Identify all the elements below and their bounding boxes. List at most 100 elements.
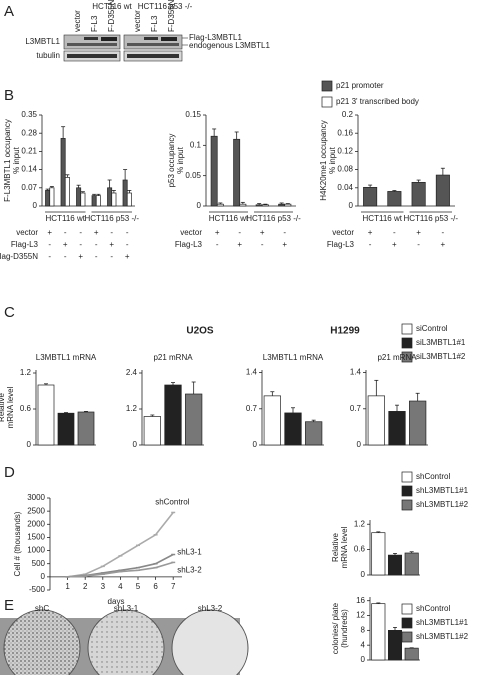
bar [278, 203, 286, 207]
y-tick-label: 0.6 [354, 545, 366, 554]
legend-label: shControl [416, 604, 450, 613]
y-axis-label: % input [176, 146, 185, 173]
y-tick-label: 0 [357, 440, 362, 449]
legend-swatch [401, 351, 413, 363]
legend-label: p21 promoter [336, 81, 384, 90]
group-label: HCT116 p53 -/- [403, 214, 458, 223]
condition-sign: - [261, 240, 264, 249]
y-tick-label: 0.7 [246, 404, 258, 413]
y-axis-label: Cell # (thousands) [13, 511, 22, 576]
y-axis-label: colonies/ plate [331, 602, 340, 654]
y-tick-label: 0 [33, 201, 38, 210]
y-tick-label: 0.28 [21, 128, 37, 137]
condition-sign: + [368, 228, 373, 237]
condition-label: Flag-L3 [327, 240, 355, 249]
condition-sign: + [215, 228, 220, 237]
bar [210, 135, 218, 207]
condition-sign: - [48, 252, 51, 261]
condition-sign: + [260, 228, 265, 237]
bar [388, 411, 406, 446]
x-tick-label: 7 [171, 582, 176, 591]
bar [126, 192, 132, 207]
series-label: shL3-2 [177, 566, 202, 575]
chart-title: p21 mRNA [153, 353, 193, 362]
legend-label: siL3MBTL1#1 [416, 338, 466, 347]
condition-sign: - [283, 228, 286, 237]
y-tick-label: 1.2 [20, 368, 32, 377]
y-tick-label: 0.6 [20, 404, 32, 413]
cell-line: HCT116 p53 -/- [138, 2, 193, 11]
lane-label: vector [133, 10, 142, 32]
panel-label: B [4, 87, 14, 104]
group-label: HCT116 wt [209, 214, 249, 223]
bar [91, 195, 97, 207]
bar [164, 384, 182, 446]
legend-swatch [401, 631, 413, 643]
bar [284, 203, 292, 207]
y-axis-label: Relative [331, 533, 340, 562]
line [67, 561, 174, 578]
x-tick-label: 1 [65, 582, 70, 591]
bar [64, 177, 70, 207]
x-tick-label: 4 [118, 582, 123, 591]
bar [409, 400, 427, 446]
bar [387, 554, 403, 576]
lane-label: F-L3 [150, 15, 159, 32]
condition-label: Flag-L3 [175, 240, 203, 249]
group-label: HCT116 p53 -/- [246, 214, 301, 223]
condition-sign: - [442, 228, 445, 237]
condition-sign: + [47, 228, 52, 237]
x-axis-label: days [108, 597, 125, 606]
bar [233, 138, 241, 207]
heading: U2OS [186, 326, 214, 337]
chart-title: p21 mRNA [377, 353, 417, 362]
y-tick-label: 1.2 [354, 519, 366, 528]
y-tick-label: 1.4 [246, 368, 258, 377]
plate-label: shL3-1 [114, 604, 139, 613]
legend-swatch [401, 603, 413, 615]
panel-label: A [4, 3, 14, 20]
legend-swatch [321, 80, 333, 92]
legend-label: shL3MBTL1#1 [416, 618, 469, 627]
condition-sign: + [109, 240, 114, 249]
plate-label: shC [35, 604, 49, 613]
bar [239, 203, 247, 207]
bar [122, 179, 128, 207]
lane-labels: vector F-L3 F-D355N vector F-L3 F-D355N [73, 0, 176, 32]
condition-sign: - [95, 240, 98, 249]
bar [263, 395, 281, 446]
lane-label: vector [73, 10, 82, 32]
cell-line: HCT116 wt [92, 2, 132, 11]
condition-sign: - [48, 240, 51, 249]
bar [371, 603, 386, 661]
y-tick-label: 2000 [27, 519, 45, 528]
chart-title: L3MBTL1 mRNA [263, 353, 324, 362]
y-tick-label: 0 [197, 201, 202, 210]
panel-label: E [4, 597, 14, 614]
legend-label: shL3MBTL1#2 [416, 632, 469, 641]
condition-sign: - [417, 240, 420, 249]
y-tick-label: 16 [356, 596, 365, 605]
condition-sign: - [79, 240, 82, 249]
series-label: shL3-1 [177, 548, 202, 557]
y-axis-label: (hundreds) [340, 609, 349, 648]
condition-sign: + [416, 228, 421, 237]
y-tick-label: 0 [41, 572, 46, 581]
condition-label: Flag-D355N [0, 252, 38, 261]
y-axis-label: Relative [0, 393, 6, 422]
bar [284, 412, 302, 446]
legend-label: shControl [416, 472, 450, 481]
condition-sign: - [110, 252, 113, 261]
bar [143, 416, 161, 446]
condition-sign: - [126, 228, 129, 237]
band-label: Flag-L3MBTL1 [189, 33, 242, 42]
line [67, 511, 174, 578]
y-tick-label: 0 [133, 440, 138, 449]
y-tick-label: 0.04 [337, 183, 353, 192]
y-tick-label: 0 [253, 440, 258, 449]
condition-sign: - [95, 252, 98, 261]
y-tick-label: 0.07 [21, 183, 37, 192]
legend-swatch [401, 337, 413, 349]
bar [45, 190, 51, 207]
